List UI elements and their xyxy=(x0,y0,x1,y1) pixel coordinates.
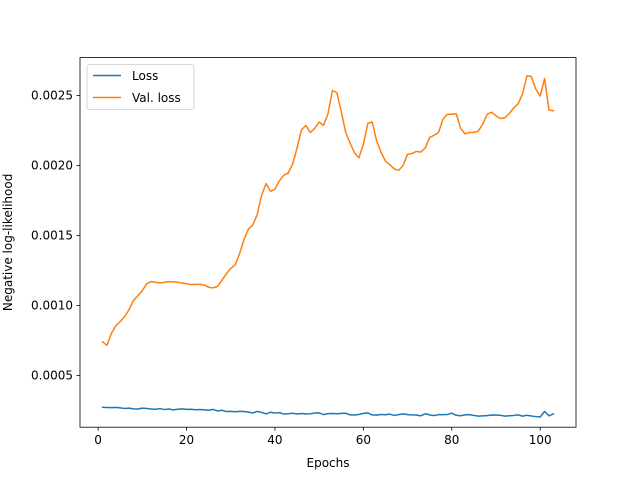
x-axis-label: Epochs xyxy=(307,456,350,470)
y-tick-label: 0.0015 xyxy=(31,229,73,243)
plot-area xyxy=(80,57,576,428)
series-line-loss xyxy=(101,406,555,418)
plot-frame xyxy=(79,57,577,428)
legend-label-val-loss: Val. loss xyxy=(132,91,181,105)
x-tick-label: 20 xyxy=(179,433,194,447)
y-axis-label: Negative log-likelihood xyxy=(1,174,15,311)
plot-background xyxy=(80,57,576,428)
x-tick-label: 40 xyxy=(267,433,282,447)
series-line-val-loss xyxy=(101,75,555,347)
series-layer xyxy=(101,75,555,418)
x-tick-label: 80 xyxy=(444,433,459,447)
x-axis: 0 20 40 60 80 100 xyxy=(94,427,552,447)
x-tick-label: 0 xyxy=(94,433,102,447)
y-tick-label: 0.0005 xyxy=(31,369,73,383)
y-tick-label: 0.0020 xyxy=(31,159,73,173)
y-tick-label: 0.0025 xyxy=(31,89,73,103)
legend: Loss Val. loss xyxy=(86,64,195,110)
x-tick-label: 60 xyxy=(356,433,371,447)
y-tick-label: 0.0010 xyxy=(31,299,73,313)
y-axis: 0.0005 0.0010 0.0015 0.0020 0.0025 xyxy=(31,89,80,383)
x-tick-label: 100 xyxy=(529,433,552,447)
legend-label-loss: Loss xyxy=(132,69,158,83)
